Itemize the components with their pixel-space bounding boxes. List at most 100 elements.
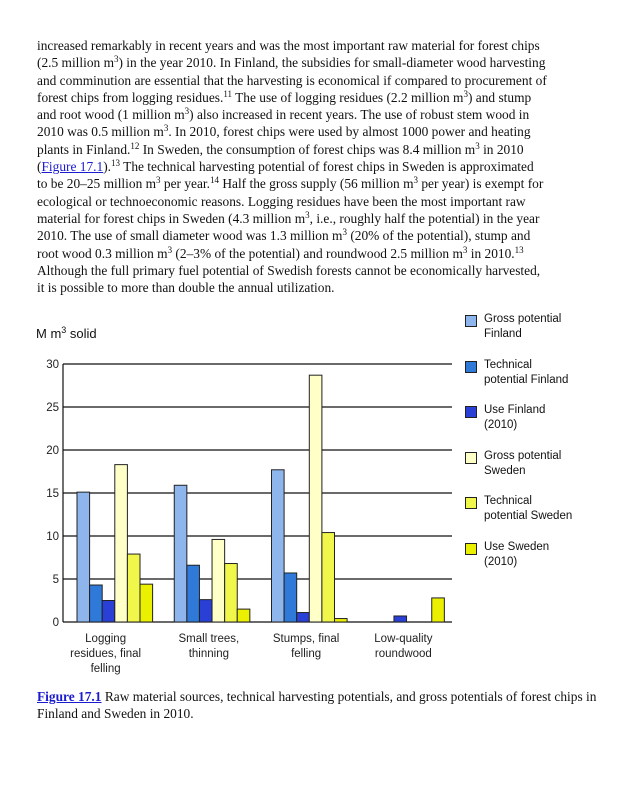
legend-label-line: Technical [484, 495, 532, 507]
figure-link[interactable]: Figure 17.1 [37, 689, 102, 704]
legend-label: Use Sweden (2010) [484, 540, 549, 570]
text-line: material for forest chips in Sweden (4.3… [37, 210, 597, 227]
superscript: 3 [184, 106, 190, 117]
x-tick-label-line: Low-quality [374, 633, 433, 645]
x-tick-label-line: felling [90, 663, 121, 675]
x-tick-label: Stumps, final felling [251, 632, 361, 662]
bar [283, 572, 298, 623]
superscript: 3 [167, 244, 173, 255]
legend-swatch [465, 497, 477, 509]
text-segment: ) and stump [467, 89, 532, 105]
text-segment: increased remarkably in recent years and… [37, 38, 540, 53]
text-segment: 2010. The use of small diameter wood was… [37, 228, 343, 244]
text-segment: ) in the year 2010. In Finland, the subs… [118, 55, 546, 71]
text-segment: plants in Finland. [37, 141, 131, 157]
text-segment: root wood 0.3 million m [37, 245, 168, 261]
legend-swatch [465, 451, 477, 464]
x-tick-label-line: Small trees, [178, 633, 240, 645]
text-line: ecological or technoeconomic reasons. Lo… [37, 193, 597, 210]
legend-label-line: (2010) [484, 555, 518, 568]
text-segment: . In 2010, forest chips were used by alm… [168, 124, 531, 140]
bar [236, 608, 251, 623]
y-tick-label: 5 [53, 574, 59, 586]
bar [211, 538, 226, 623]
bar [76, 491, 91, 623]
legend-item: Technical potential Finland [465, 358, 615, 404]
x-tick-label-line: thinning [188, 648, 230, 660]
bar [431, 597, 445, 623]
y-tick-label: 25 [46, 402, 59, 414]
y-tick-label: 0 [53, 617, 59, 629]
legend-label: Gross potential Finland [484, 312, 561, 342]
text-segment: and root wood (1 million m [37, 107, 185, 123]
y-tick-label: 20 [46, 445, 59, 457]
legend-item: Gross potential Sweden [465, 449, 615, 495]
y-axis-label-text: M m [36, 326, 62, 341]
text-line: plants in Finland.12 In Sweden, the cons… [37, 141, 597, 158]
text-segment: ). [103, 159, 112, 175]
text-segment: and comminution are essential that the h… [37, 72, 547, 88]
text-line: Although the full primary fuel potential… [37, 262, 597, 279]
text-segment: (20% of the potential), stump and [346, 228, 531, 244]
text-line: forest chips from logging residues.11 Th… [37, 89, 597, 106]
bar [186, 564, 200, 623]
text-segment: material for forest chips in Sweden (4.3… [37, 210, 306, 226]
bar [393, 615, 408, 623]
legend-label: Technical potential Sweden [484, 494, 572, 524]
bar [308, 374, 323, 623]
text-line: root wood 0.3 million m3 (2–3% of the po… [37, 245, 597, 262]
bar [321, 532, 335, 623]
text-line: 2010. The use of small diameter wood was… [37, 227, 597, 244]
legend-swatch [465, 315, 477, 327]
legend-label-line: Use Finland [484, 404, 546, 416]
text-segment: (2–3% of the potential) and roundwood 2.… [172, 245, 463, 261]
superscript: 3 [305, 209, 310, 220]
superscript: 3 [163, 123, 169, 134]
superscript: 12 [130, 140, 140, 151]
legend-label: Technical potential Finland [484, 358, 568, 388]
legend-label-line: potential Sweden [484, 510, 573, 522]
y-tick-label: 15 [46, 488, 59, 500]
text-segment: 2010 was 0.5 million m [37, 124, 164, 140]
text-line: it is possible to more than double the a… [37, 279, 597, 296]
text-line: (2.5 million m3) in the year 2010. In Fi… [37, 54, 597, 71]
legend-label-line: Gross potential [484, 313, 562, 325]
legend-label: Use Finland (2010) [484, 403, 545, 433]
text-line: to be 20–25 million m3 per year.14 Half … [37, 175, 597, 192]
text-segment: ) also increased in recent years. The us… [189, 107, 530, 123]
text-segment: (2.5 million m [37, 55, 114, 71]
text-line: and root wood (1 million m3) also increa… [37, 106, 597, 123]
text-line: (Figure 17.1).13 The technical harvestin… [37, 158, 597, 175]
superscript: 3 [475, 140, 480, 151]
text-segment: The technical harvesting potential of fo… [120, 159, 534, 175]
legend-item: Gross potential Finland [465, 312, 615, 358]
legend-label-line: potential Finland [484, 373, 569, 386]
superscript: 14 [209, 175, 219, 186]
text-segment: in 2010. [467, 245, 515, 261]
y-tick-label: 10 [46, 531, 59, 543]
text-segment: in 2010 [479, 141, 524, 157]
superscript: 3 [114, 54, 119, 65]
x-tick-label-line: felling [291, 648, 322, 660]
bar [173, 484, 188, 623]
text-segment: In Sweden, the consumption of forest chi… [139, 141, 476, 157]
text-segment: Although the full primary fuel potential… [37, 262, 541, 278]
bar [296, 612, 310, 623]
x-tick-label: Small trees, thinning [154, 632, 264, 662]
text-segment: forest chips from logging residues. [37, 89, 224, 105]
legend-label-line: Sweden [484, 464, 526, 477]
text-line: and comminution are essential that the h… [37, 72, 597, 89]
legend-label: Gross potential Sweden [484, 449, 561, 479]
superscript: 3 [413, 175, 419, 186]
figure-reference-link[interactable]: Figure 17.1 [41, 159, 104, 175]
text-segment: ( [37, 159, 42, 175]
text-segment: it is possible to more than double the a… [37, 280, 335, 296]
caption-text: Raw material sources, technical harvesti… [37, 689, 597, 721]
legend-label-line: Technical [484, 358, 532, 371]
legend-item: Technical potential Sweden [465, 494, 615, 540]
y-axis-label-sup: 3 [61, 325, 67, 335]
legend-label-line: (2010) [484, 419, 518, 431]
bar [139, 583, 154, 623]
figure-caption: Figure 17.1 Raw material sources, techni… [37, 688, 597, 722]
bar [198, 599, 213, 623]
